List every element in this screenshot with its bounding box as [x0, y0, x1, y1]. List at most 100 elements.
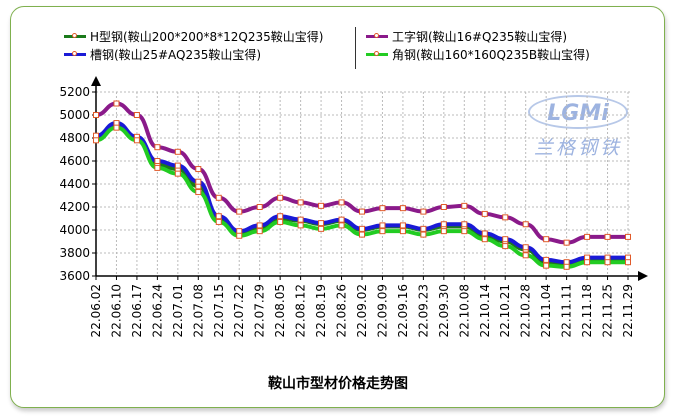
x-tick-label: 22.07.29 [253, 284, 267, 337]
data-point [359, 231, 365, 238]
x-tick-label: 22.11.04 [539, 284, 553, 337]
legend-swatch-angle [366, 51, 388, 56]
data-point [338, 216, 345, 223]
data-point [604, 233, 611, 240]
data-point [502, 236, 509, 243]
data-point [154, 144, 161, 151]
data-point [399, 222, 406, 229]
x-tick-label: 22.06.17 [130, 284, 144, 337]
legend-item-h-beam: H型钢(鞍山200*200*8*12Q235鞍山宝得) [64, 28, 323, 45]
legend-item-channel: 槽钢(鞍山25#AQ235鞍山宝得) [64, 46, 261, 63]
x-axis-arrow [638, 271, 648, 281]
x-tick-label: 22.08.26 [335, 284, 349, 337]
data-point [297, 222, 304, 229]
data-point [522, 252, 529, 259]
y-tick-label: 4200 [59, 200, 90, 214]
x-tick-label: 22.11.18 [580, 284, 594, 337]
data-point [338, 199, 345, 206]
data-point [522, 221, 529, 228]
x-tick-label: 22.10.28 [519, 284, 533, 337]
data-point [236, 232, 243, 239]
data-point [297, 216, 304, 223]
data-point [236, 208, 243, 215]
legend-swatch-h-beam [64, 33, 86, 38]
data-point [338, 222, 345, 229]
y-tick-label: 4000 [59, 223, 90, 237]
data-point [256, 204, 263, 210]
y-tick-label: 4400 [59, 177, 90, 191]
x-tick-label: 22.06.24 [150, 284, 164, 337]
data-point [195, 166, 202, 173]
y-axis-arrow [91, 76, 101, 86]
legend-swatch-channel [64, 51, 86, 56]
data-point [420, 231, 427, 238]
x-tick-label: 22.11.11 [560, 284, 574, 337]
data-point [277, 218, 284, 225]
data-point [399, 228, 406, 235]
y-tick-label: 3800 [59, 246, 90, 260]
data-point [215, 194, 222, 201]
x-tick-label: 22.07.08 [191, 284, 205, 337]
data-point [481, 236, 488, 243]
x-tick-label: 22.08.19 [314, 284, 328, 337]
data-point [174, 148, 181, 155]
data-point [154, 164, 161, 171]
x-tick-label: 22.11.25 [601, 284, 615, 337]
data-point [133, 137, 140, 144]
x-tick-label: 22.09.16 [396, 284, 410, 337]
data-point [625, 259, 631, 266]
data-point [113, 100, 120, 107]
data-point [93, 137, 99, 144]
data-point [440, 228, 447, 235]
data-point [604, 259, 611, 266]
data-point [399, 205, 406, 212]
data-point [93, 112, 99, 118]
data-point [174, 170, 181, 177]
data-point [625, 233, 631, 240]
x-tick-label: 22.09.30 [437, 284, 451, 337]
y-tick-label: 4600 [59, 154, 90, 168]
data-point [318, 220, 325, 227]
data-point [379, 228, 386, 235]
data-point [359, 225, 365, 232]
x-tick-label: 22.10.14 [478, 284, 492, 337]
legend-swatch-i-beam [366, 33, 388, 38]
x-tick-label: 22.07.22 [232, 284, 246, 337]
data-point [481, 210, 488, 217]
y-tick-label: 5000 [59, 108, 90, 122]
data-point [154, 158, 161, 164]
data-point [502, 243, 509, 250]
data-point [420, 208, 427, 215]
x-tick-label: 22.06.02 [89, 284, 103, 337]
data-point [584, 233, 591, 240]
data-point [256, 228, 263, 235]
data-point [563, 263, 570, 270]
legend-item-i-beam: 工字钢(鞍山16#Q235鞍山宝得) [366, 28, 567, 45]
x-tick-label: 22.09.09 [375, 284, 389, 337]
data-point [461, 228, 468, 235]
data-point [440, 221, 447, 228]
x-tick-label: 22.11.29 [621, 284, 635, 337]
y-tick-label: 4800 [59, 131, 90, 145]
data-point [359, 208, 365, 215]
x-tick-label: 22.07.15 [212, 284, 226, 337]
watermark-text: 兰格钢铁 [534, 137, 623, 159]
data-point [584, 259, 591, 266]
x-tick-label: 22.08.12 [294, 284, 308, 337]
data-point [133, 112, 140, 118]
watermark-logo: LGMi 兰格钢铁 [528, 95, 628, 160]
data-point [256, 222, 263, 229]
data-point [440, 204, 447, 210]
x-tick-label: 22.10.08 [457, 284, 471, 337]
data-point [522, 244, 529, 251]
data-point [461, 202, 468, 209]
chart-title: 鞍山市型材价格走势图 [268, 376, 408, 392]
x-tick-label: 22.09.02 [355, 284, 369, 337]
data-point [543, 262, 550, 269]
data-point [543, 236, 550, 243]
data-point [481, 230, 488, 237]
legend-label-h-beam: H型钢(鞍山200*200*8*12Q235鞍山宝得) [90, 30, 324, 44]
x-tick-label: 22.10.21 [498, 284, 512, 337]
data-point [297, 199, 304, 206]
data-point [195, 178, 202, 185]
